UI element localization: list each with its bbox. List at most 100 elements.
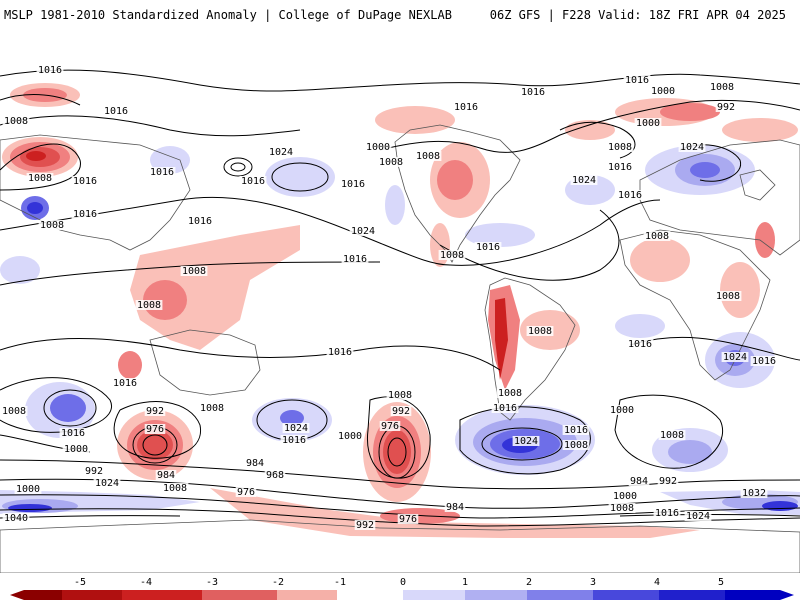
isobar-label-bg [2, 513, 30, 523]
isobar-label-bg [377, 157, 405, 167]
isobar-label-bg [491, 403, 519, 413]
isobar-label-bg [71, 209, 99, 219]
isobar-label-bg [684, 511, 712, 521]
isobar-label: 1008 [645, 231, 669, 242]
isobar-label-bg [606, 142, 634, 152]
isobar-label: 1016 [343, 254, 367, 265]
colorbar-canvas: -5 -4 -3 -2 -1 0 1 2 3 4 5 [10, 577, 794, 600]
weather-map[interactable]: 1016 1016 1000 1008 1016 1016 992 1000 1008 1016 1… [0, 40, 800, 573]
isobar-label: 1008 [528, 326, 552, 337]
isobar-label-bg [282, 423, 310, 433]
isobar-label: 1016 [608, 162, 632, 173]
isobar-label: 1024 [723, 352, 747, 363]
isobar-label-bg [38, 220, 66, 230]
isobar-label-bg [658, 430, 686, 440]
isobar-label: 984 [246, 458, 264, 469]
isobar-label: 1008 [498, 388, 522, 399]
isobar-label: 1000 [64, 444, 88, 455]
isobar-label: 1008 [137, 300, 161, 311]
isobar-label: 1000 [636, 118, 660, 129]
isobar-label: 1024 [95, 478, 119, 489]
isobar-label: 1000 [651, 86, 675, 97]
isobar-label-bg [519, 87, 547, 97]
isobar-label: 1016 [188, 216, 212, 227]
isobar-label-bg [155, 470, 177, 480]
isobar-label: 1008 [379, 157, 403, 168]
isobar-label: 1016 [328, 347, 352, 358]
colorbar-gradient [10, 590, 794, 600]
isobar-label: 976 [399, 514, 417, 525]
isobar-label-bg [264, 470, 286, 480]
isobar-label: 1008 [40, 220, 64, 231]
isobar-label: 1024 [514, 436, 538, 447]
isobar-label: 1008 [440, 250, 464, 261]
isobar-label: 1008 [710, 82, 734, 93]
colorbar-tick-label: 2 [526, 577, 532, 588]
isobar-label-bg [562, 425, 590, 435]
isobar-label: 1040 [4, 513, 28, 524]
isobar-label: 1008 [2, 406, 26, 417]
isobar-label-bg [180, 266, 208, 276]
isobar-label-bg [444, 502, 466, 512]
isobar-label-bg [339, 179, 367, 189]
colorbar-tick-label: 0 [400, 577, 406, 588]
isobar-label-bg [0, 406, 28, 416]
map-title: MSLP 1981-2010 Standardized Anomaly | Co… [4, 8, 452, 22]
isobar-label-bg [386, 390, 414, 400]
isobar-label: 1016 [521, 87, 545, 98]
isobar-label: 1000 [16, 484, 40, 495]
isobar-label-bg [71, 176, 99, 186]
model-run-info: 06Z GFS | F228 Valid: 18Z FRI APR 04 202… [489, 8, 786, 22]
isobar-label-bg [280, 435, 308, 445]
isobar-label: 984 [446, 502, 464, 513]
colorbar-tick-label: 4 [654, 577, 660, 588]
isobar-label: 1016 [73, 209, 97, 220]
map-header: MSLP 1981-2010 Standardized Anomaly | Co… [0, 0, 800, 40]
isobar-label: 1008 [163, 483, 187, 494]
isobar-label-bg [148, 167, 176, 177]
isobar-label: 1008 [660, 430, 684, 441]
isobar-label: 984 [630, 476, 648, 487]
colorbar-tick-label: -4 [140, 577, 152, 588]
isobar-label: 1024 [351, 226, 375, 237]
isobar-label-bg [414, 151, 442, 161]
isobar-label: 1024 [284, 423, 308, 434]
isobar-label: 1024 [572, 175, 596, 186]
isobar-label-bg [715, 102, 737, 112]
isobar-label-bg [93, 478, 121, 488]
isobar-label: 1016 [61, 428, 85, 439]
anomaly-colorbar: -5 -4 -3 -2 -1 0 1 2 3 4 5 [0, 573, 800, 600]
isobar-label: 976 [381, 421, 399, 432]
isobar-label-bg [102, 106, 130, 116]
colorbar-tick-label: 5 [718, 577, 724, 588]
isobar-label-bg [616, 190, 644, 200]
isobar-label-bg [111, 378, 139, 388]
isobar-label-bg [512, 436, 540, 446]
isobar-label-bg [354, 520, 376, 530]
isobar-label-bg [26, 173, 54, 183]
colorbar-tick-label: 1 [462, 577, 468, 588]
colorbar-tick-label: -2 [272, 577, 284, 588]
colorbar-ticks: -5 -4 -3 -2 -1 0 1 2 3 4 5 [74, 577, 724, 588]
isobar-label: 992 [392, 406, 410, 417]
isobar-label: 1016 [564, 425, 588, 436]
isobar-label: 1032 [742, 488, 766, 499]
isobar-label: 992 [356, 520, 374, 531]
isobar-label: 1016 [625, 75, 649, 86]
isobar-label: 1008 [200, 403, 224, 414]
colorbar-tick-label: -3 [206, 577, 218, 588]
isobar-label-bg [349, 226, 377, 236]
isobar-label-bg [628, 476, 650, 486]
isobar-label: 1024 [680, 142, 704, 153]
isobar-label-bg [379, 421, 401, 431]
isobar-label: 1016 [493, 403, 517, 414]
isobar-label: 992 [659, 476, 677, 487]
isobar-label: 1024 [269, 147, 293, 158]
isobar-label-bg [326, 347, 354, 357]
isobar-label: 1000 [366, 142, 390, 153]
isobar-label: 1016 [618, 190, 642, 201]
isobar-label-bg [438, 250, 466, 260]
isobar-label: 1016 [150, 167, 174, 178]
isobar-label-bg [608, 405, 636, 415]
